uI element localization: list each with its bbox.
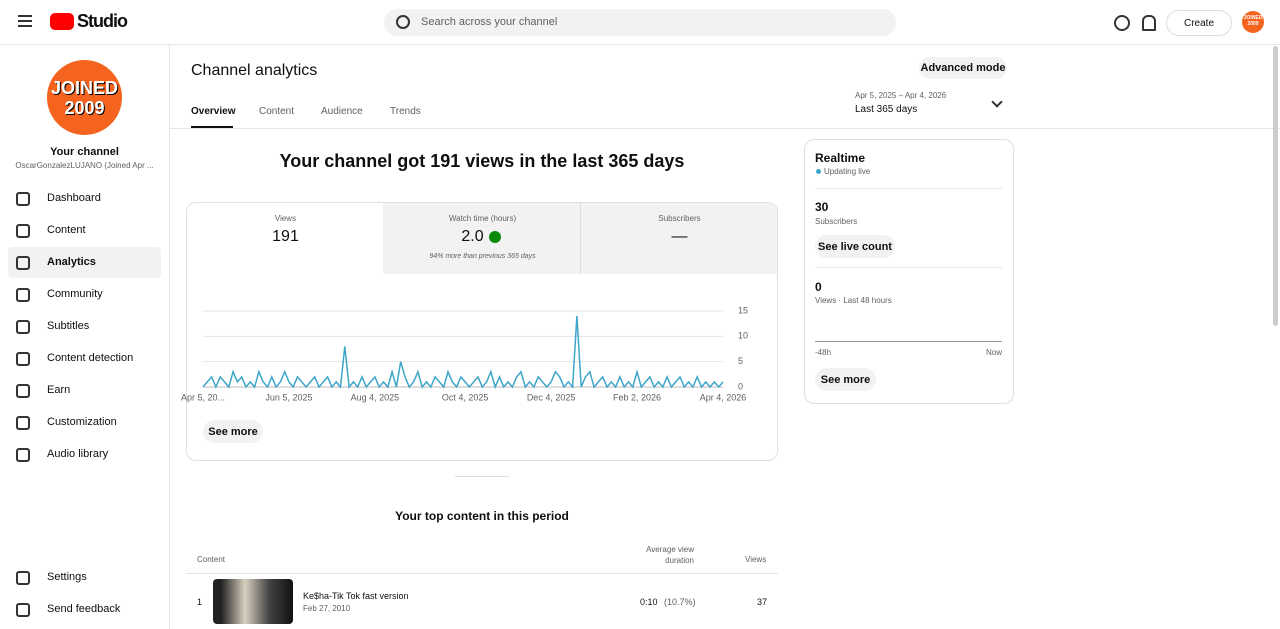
realtime-see-more-label: See more	[820, 373, 871, 386]
live-dot	[816, 169, 821, 174]
metric-value[interactable]: —	[671, 228, 688, 245]
subscribers-label: Subscribers	[815, 217, 858, 226]
realtime-views: 0	[815, 280, 822, 294]
metric-label[interactable]: Views	[274, 214, 297, 223]
create-label: Create	[1183, 17, 1214, 29]
video-date: Feb 27, 2010	[303, 604, 351, 613]
table-header: Average view duration	[646, 545, 694, 565]
see-live-count-button[interactable]: See live count	[815, 235, 895, 258]
search-box[interactable]	[384, 9, 896, 36]
nav-item[interactable]: Audio library	[47, 448, 109, 460]
row-percent: (10.7%)	[664, 597, 696, 607]
nav-icon	[16, 192, 30, 206]
nav-item[interactable]: Send feedback	[47, 603, 121, 615]
notifications-icon[interactable]	[1142, 15, 1156, 31]
advanced-mode-label: Advanced mode	[920, 62, 1006, 74]
page-title: Channel analytics	[191, 62, 318, 79]
sidebar	[0, 45, 170, 629]
channel-label: Your channel	[50, 146, 119, 158]
headline: Your channel got 191 views in the last 3…	[279, 151, 685, 171]
metric-note: 94% more than previous 365 days	[429, 253, 536, 260]
video-title[interactable]: Ke$ha-Tik Tok fast version	[303, 591, 409, 601]
tab[interactable]: Trends	[390, 106, 421, 117]
metric-value[interactable]: 191	[272, 228, 299, 245]
nav-item[interactable]: Subtitles	[47, 320, 90, 332]
logo-icon[interactable]	[50, 13, 74, 30]
advanced-mode-button[interactable]: Advanced mode	[919, 57, 1007, 79]
avatar-line: 2009	[64, 98, 105, 118]
see-more-label: See more	[208, 425, 258, 438]
divider	[815, 188, 1002, 189]
table-divider	[186, 573, 778, 574]
nav-icon	[16, 603, 30, 617]
nav-item[interactable]: Dashboard	[47, 192, 101, 204]
avatar-line: JOINED	[50, 78, 119, 98]
nav-item[interactable]: Earn	[47, 384, 71, 396]
nav-selected	[8, 247, 161, 278]
nav-item[interactable]: Analytics	[47, 256, 96, 268]
menu-button[interactable]	[18, 15, 32, 17]
video-thumbnail[interactable]	[213, 579, 293, 624]
tabs-divider	[170, 128, 1280, 129]
metric-label[interactable]: Watch time (hours)	[448, 214, 517, 223]
channel-handle: OscarGonzalezLUJANO (Joined Apr ...	[15, 161, 154, 170]
realtime-end: Now	[986, 348, 1003, 357]
tab[interactable]: Overview	[191, 106, 236, 117]
nav-icon	[16, 384, 30, 398]
nav-item[interactable]: Content detection	[47, 352, 134, 364]
nav-item[interactable]: Settings	[47, 571, 87, 583]
realtime-axis	[815, 341, 1002, 342]
logo[interactable]: Studio	[77, 11, 128, 31]
nav-item[interactable]: Content	[47, 224, 86, 236]
divider	[455, 476, 509, 477]
metric-separator	[580, 203, 581, 274]
create-button[interactable]: Create	[1166, 10, 1232, 36]
tab[interactable]: Content	[259, 106, 295, 117]
date-dropdown[interactable]	[991, 96, 1003, 108]
search-icon	[396, 15, 410, 29]
nav-icon	[16, 571, 30, 585]
top-content-title: Your top content in this period	[395, 509, 569, 523]
nav-icon	[16, 416, 30, 430]
tab[interactable]: Audience	[321, 106, 363, 117]
realtime-see-more-button[interactable]: See more	[815, 368, 876, 391]
nav-icon	[16, 288, 30, 302]
nav-icon	[16, 448, 30, 462]
row-views: 37	[757, 597, 768, 607]
nav-icon	[16, 224, 30, 238]
views-label: Views · Last 48 hours	[815, 296, 892, 305]
account-avatar[interactable]: JOINED 2009	[1242, 11, 1264, 33]
see-more-button[interactable]: See more	[203, 420, 263, 443]
nav-item[interactable]: Customization	[47, 416, 117, 428]
table-header: Views	[745, 555, 767, 564]
trend-up-icon	[489, 231, 501, 243]
topbar	[0, 0, 1280, 45]
row-duration: 0:10	[640, 597, 658, 607]
search-placeholder: Search across your channel	[421, 16, 558, 28]
metric-value[interactable]: 2.0	[461, 228, 484, 245]
metric-label[interactable]: Subscribers	[658, 214, 701, 223]
tab-indicator	[191, 126, 233, 128]
nav-item[interactable]: Community	[47, 288, 103, 300]
row-rank: 1	[197, 597, 203, 607]
help-icon[interactable]	[1114, 15, 1130, 31]
channel-avatar[interactable]: JOINED 2009	[47, 60, 122, 135]
nav-icon	[16, 256, 30, 270]
scrollbar[interactable]	[1273, 46, 1278, 326]
nav-icon	[16, 352, 30, 366]
realtime-subscribers: 30	[815, 200, 829, 214]
date-period[interactable]: Last 365 days	[855, 104, 918, 115]
realtime-status: Updating live	[824, 167, 871, 176]
divider	[815, 267, 1002, 268]
realtime-card	[804, 139, 1014, 404]
see-live-count-label: See live count	[818, 240, 892, 253]
realtime-title: Realtime	[815, 151, 866, 165]
nav-icon	[16, 320, 30, 334]
overview-card	[186, 202, 778, 461]
date-range[interactable]: Apr 5, 2025 – Apr 4, 2026	[855, 91, 947, 100]
realtime-start: -48h	[815, 348, 832, 357]
table-header: Content	[197, 555, 226, 564]
